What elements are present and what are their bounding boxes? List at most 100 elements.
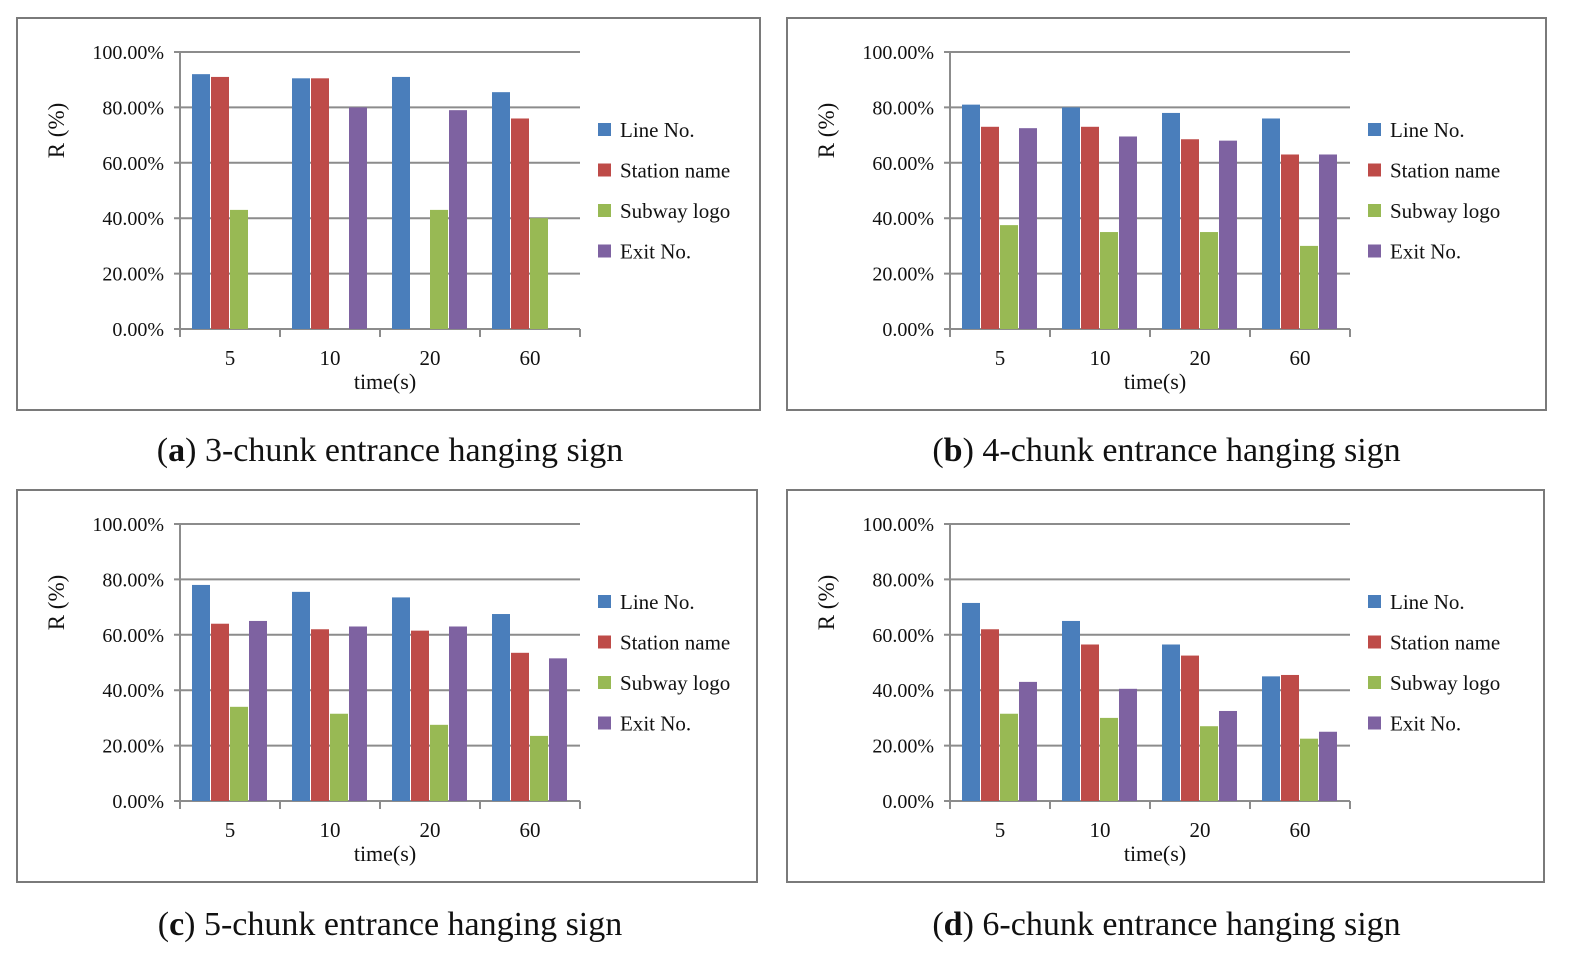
bar-a-20-0 bbox=[392, 76, 410, 330]
bar-d-60-1 bbox=[1281, 674, 1299, 801]
x-axis-title-b: time(s) bbox=[1124, 369, 1186, 394]
x-axis-title-a: time(s) bbox=[354, 369, 416, 394]
chart-frame-c: 0.00% 20.00% 40.00% 60.00% 80.00% 100.00% 5 10 2… bbox=[16, 489, 758, 883]
x-tick-label-c: 20 bbox=[420, 818, 441, 842]
legend-label-a: Exit No. bbox=[620, 240, 691, 264]
x-tick-label-d: 60 bbox=[1290, 818, 1311, 842]
x-tick-label-d: 5 bbox=[995, 818, 1006, 842]
caption-letter-a: a bbox=[168, 432, 186, 469]
legend-label-c: Station name bbox=[620, 631, 730, 655]
bar-b-5-1 bbox=[981, 126, 999, 329]
chart-panel-d: 0.00% 20.00% 40.00% 60.00% 80.00% 100.00% 5 10 2… bbox=[780, 484, 1577, 968]
bar-b-10-1 bbox=[1081, 126, 1099, 329]
chart-frame-a: 0.00% 20.00% 40.00% 60.00% 80.00% 100.00% 5 10 2… bbox=[16, 17, 761, 411]
y-tick-label-d: 60.00% bbox=[872, 625, 934, 647]
bar-c-20-0 bbox=[392, 597, 410, 801]
bar-c-5-3 bbox=[249, 620, 267, 801]
y-axis-title-d: R (%) bbox=[814, 575, 839, 631]
legend-swatch-d bbox=[1368, 595, 1381, 608]
chart-frame-b: 0.00% 20.00% 40.00% 60.00% 80.00% 100.00% 5 10 2… bbox=[786, 17, 1547, 411]
chart-panel-c: 0.00% 20.00% 40.00% 60.00% 80.00% 100.00% 5 10 2… bbox=[0, 484, 780, 968]
y-tick-label-a: 60.00% bbox=[102, 153, 164, 175]
caption-text-a: 3-chunk entrance hanging sign bbox=[196, 432, 624, 469]
caption-c: (c) 5-chunk entrance hanging sign bbox=[157, 906, 623, 943]
chart-panel-b: 0.00% 20.00% 40.00% 60.00% 80.00% 100.00% 5 10 2… bbox=[780, 0, 1577, 484]
bar-c-20-2 bbox=[430, 724, 448, 801]
x-tick-label-d: 20 bbox=[1190, 818, 1211, 842]
x-tick-label-c: 5 bbox=[225, 818, 236, 842]
bar-d-10-2 bbox=[1100, 717, 1118, 801]
bar-a-20-3 bbox=[449, 110, 467, 329]
legend-swatch-a bbox=[598, 244, 611, 258]
x-tick-label-b: 60 bbox=[1290, 346, 1311, 370]
x-tick-label-c: 10 bbox=[320, 818, 341, 842]
bar-b-5-0 bbox=[962, 104, 980, 329]
bar-d-10-0 bbox=[1062, 620, 1080, 801]
bar-c-60-0 bbox=[492, 614, 510, 801]
caption-letter-c: c bbox=[169, 906, 185, 943]
y-tick-label-c: 80.00% bbox=[102, 569, 164, 591]
bar-chart-b: 0.00% 20.00% 40.00% 60.00% 80.00% 100.00% 5 10 2… bbox=[814, 42, 1500, 394]
bar-chart-d: 0.00% 20.00% 40.00% 60.00% 80.00% 100.00% 5 10 2… bbox=[814, 514, 1500, 866]
bar-d-20-1 bbox=[1181, 655, 1199, 801]
legend-label-c: Subway logo bbox=[620, 671, 730, 695]
caption-text-d: 6-chunk entrance hanging sign bbox=[973, 906, 1401, 943]
bar-c-60-1 bbox=[511, 652, 529, 801]
legend-swatch-b bbox=[1368, 204, 1381, 217]
bar-d-5-2 bbox=[1000, 713, 1018, 801]
bar-a-10-0 bbox=[292, 78, 310, 329]
bar-a-10-3 bbox=[349, 107, 367, 330]
bar-chart-c: 0.00% 20.00% 40.00% 60.00% 80.00% 100.00% 5 10 2… bbox=[44, 514, 730, 866]
y-axis-title-b: R (%) bbox=[814, 103, 839, 159]
legend-label-c: Line No. bbox=[620, 590, 695, 614]
caption-letter-b: b bbox=[943, 432, 963, 469]
bar-b-60-0 bbox=[1262, 118, 1280, 329]
bar-c-60-2 bbox=[530, 735, 548, 801]
legend-label-a: Station name bbox=[620, 159, 730, 183]
bar-d-10-1 bbox=[1081, 644, 1099, 801]
legend-swatch-b bbox=[1368, 123, 1381, 136]
caption-text-b: 4-chunk entrance hanging sign bbox=[973, 432, 1401, 469]
caption-text-c: 5-chunk entrance hanging sign bbox=[195, 906, 623, 943]
legend-swatch-c bbox=[598, 595, 611, 608]
legend-swatch-a bbox=[598, 204, 611, 217]
bar-b-5-3 bbox=[1019, 128, 1037, 329]
y-tick-label-b: 100.00% bbox=[862, 42, 934, 64]
y-tick-label-c: 100.00% bbox=[92, 514, 164, 536]
y-tick-label-d: 0.00% bbox=[882, 791, 934, 813]
legend-swatch-a bbox=[598, 123, 611, 136]
x-tick-label-c: 60 bbox=[520, 818, 541, 842]
y-tick-label-c: 0.00% bbox=[112, 791, 164, 813]
y-tick-label-d: 80.00% bbox=[872, 569, 934, 591]
x-tick-label-b: 20 bbox=[1190, 346, 1211, 370]
bar-d-20-0 bbox=[1162, 644, 1180, 801]
bar-c-5-0 bbox=[192, 584, 210, 801]
legend-label-b: Station name bbox=[1390, 159, 1500, 183]
bar-b-60-1 bbox=[1281, 154, 1299, 329]
legend-label-b: Exit No. bbox=[1390, 240, 1461, 264]
y-tick-label-a: 0.00% bbox=[112, 319, 164, 341]
x-axis-title-c: time(s) bbox=[354, 841, 416, 866]
y-tick-label-b: 60.00% bbox=[872, 153, 934, 175]
bar-a-60-0 bbox=[492, 92, 510, 329]
y-tick-label-d: 100.00% bbox=[862, 514, 934, 536]
legend-swatch-d bbox=[1368, 716, 1381, 730]
legend-swatch-d bbox=[1368, 635, 1381, 649]
bar-b-20-3 bbox=[1219, 140, 1237, 329]
legend-swatch-a bbox=[598, 163, 611, 177]
bar-c-20-3 bbox=[449, 626, 467, 801]
legend-label-d: Line No. bbox=[1390, 590, 1465, 614]
y-tick-label-c: 20.00% bbox=[102, 736, 164, 758]
y-tick-label-a: 40.00% bbox=[102, 208, 164, 230]
legend-swatch-c bbox=[598, 635, 611, 649]
bar-c-5-1 bbox=[211, 623, 229, 801]
bar-a-5-2 bbox=[230, 209, 248, 329]
bar-a-5-1 bbox=[211, 76, 229, 330]
chart-frame-d: 0.00% 20.00% 40.00% 60.00% 80.00% 100.00% 5 10 2… bbox=[786, 489, 1545, 883]
y-axis-title-a: R (%) bbox=[44, 103, 69, 159]
legend-label-b: Line No. bbox=[1390, 118, 1465, 142]
bar-b-60-2 bbox=[1300, 245, 1318, 329]
legend-swatch-c bbox=[598, 716, 611, 730]
chart-panel-a: 0.00% 20.00% 40.00% 60.00% 80.00% 100.00% 5 10 2… bbox=[0, 0, 780, 484]
caption-d: (d) 6-chunk entrance hanging sign bbox=[932, 906, 1401, 943]
